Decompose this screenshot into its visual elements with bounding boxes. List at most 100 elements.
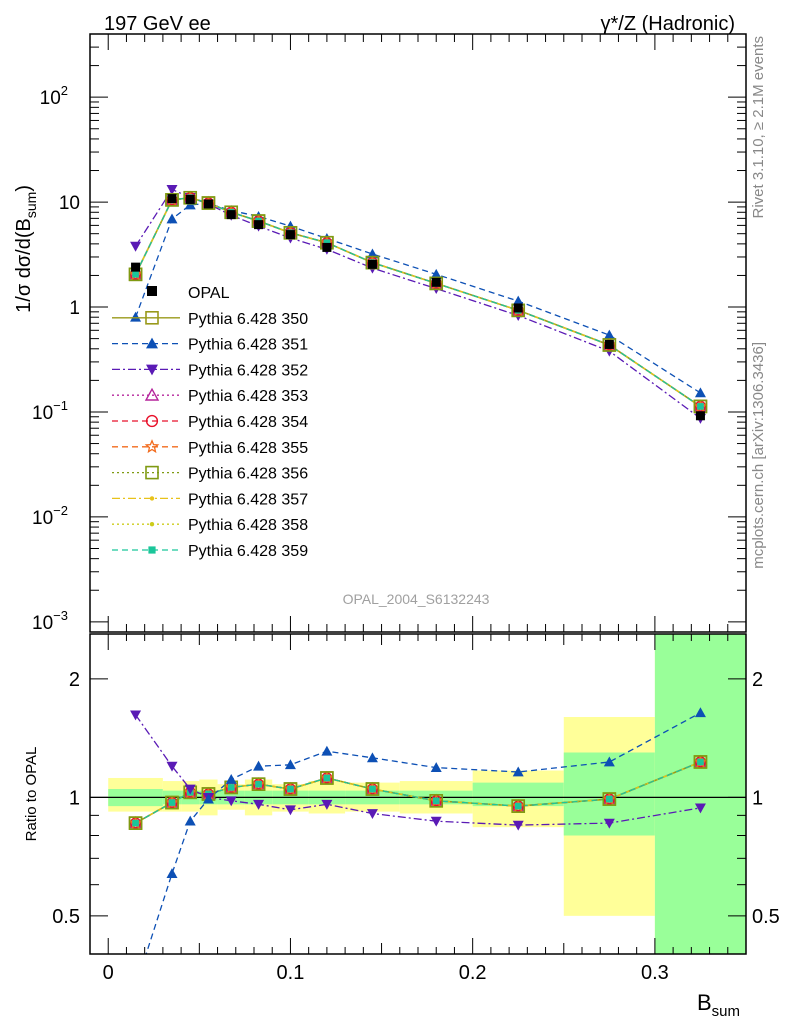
ratio-x-tick-label: 0.3	[641, 962, 669, 984]
main-y-axis-label: 1/σ dσ/d(Bsum)	[13, 185, 39, 313]
legend-label-9: Pythia 6.428 359	[188, 543, 308, 560]
legend-label-opal: OPAL	[188, 285, 230, 302]
ratio-point-1	[284, 759, 296, 770]
legend-label-1: Pythia 6.428 351	[188, 337, 308, 354]
ratio-point-1	[512, 766, 524, 777]
legend-marker-2	[146, 364, 158, 376]
main-y-tick-label: 10−1	[32, 398, 68, 424]
main-y-tick-label-base: 10	[59, 193, 80, 214]
band-stat-12	[654, 634, 746, 954]
series-point-6	[602, 338, 617, 352]
main-y-axis-label-sub: sum	[23, 192, 39, 218]
ratio-y-tick-label-right: 0.5	[752, 906, 780, 928]
legend-marker-1	[146, 337, 158, 349]
main-y-axis-label-main: 1/σ dσ/d(B	[13, 218, 35, 313]
data-point	[203, 199, 213, 209]
ratio-y-tick-label-right: 1	[752, 787, 763, 809]
ratio-point-6	[165, 795, 179, 810]
main-y-tick-label: 10−3	[32, 608, 68, 634]
series-point-1	[694, 387, 706, 398]
ratio-point-1	[694, 707, 706, 718]
ratio-point-2	[694, 803, 706, 814]
ratio-x-axis-label-main: B	[697, 990, 712, 1015]
rivet-label: Rivet 3.1.10, ≥ 2.1M events	[750, 36, 767, 219]
legend-label-4: Pythia 6.428 354	[188, 414, 308, 431]
ratio-point-9	[514, 802, 522, 810]
ratio-point-6	[251, 777, 266, 791]
series-point-2	[166, 185, 178, 195]
main-y-tick-label-exp: −3	[53, 608, 68, 623]
main-y-tick-label-base: 10	[32, 403, 53, 424]
ratio-point-2	[253, 799, 265, 810]
series-point-9	[132, 271, 139, 278]
legend-marker-opal	[147, 286, 157, 296]
ratio-point-1	[430, 762, 442, 773]
ratio-series-layer	[90, 707, 746, 954]
ratio-x-tick-label: 0	[103, 962, 114, 984]
ratio-point-2	[321, 799, 333, 810]
main-watermark: OPAL_2004_S6132243	[343, 591, 490, 607]
main-y-tick-label: 10−2	[32, 503, 68, 529]
ratio-point-1	[603, 756, 615, 767]
ratio-point-1	[166, 868, 178, 879]
ratio-point-6	[320, 771, 334, 785]
main-y-tick-label-base: 1	[69, 298, 80, 319]
ratio-point-9	[168, 799, 176, 806]
legend-marker-7	[149, 496, 155, 501]
ratio-point-9	[287, 785, 294, 793]
ratio-point-9	[132, 819, 139, 827]
ratio-point-6	[511, 799, 526, 813]
ratio-point-1	[225, 774, 237, 784]
band-stat-10	[472, 782, 564, 807]
ratio-panel: 0.5 0.5 1 1 2 2 0 0.1 0.2 0.3 Ratio to OPAL Bsum	[23, 633, 780, 1020]
ratio-point-6	[128, 816, 143, 830]
series-point-1	[603, 329, 615, 340]
mcplots-label: mcplots.cern.ch [arXiv:1306.3436]	[750, 342, 767, 569]
ratio-point-2	[430, 816, 442, 827]
ratio-x-tick-label: 0.1	[277, 962, 305, 984]
ratio-ticks: 0.5 0.5 1 1 2 2 0 0.1 0.2 0.3	[52, 634, 780, 984]
data-point	[131, 262, 141, 272]
ratio-point-6	[365, 782, 380, 796]
data-point	[167, 194, 177, 204]
main-y-tick-label-exp: −1	[53, 398, 68, 413]
main-y-tick-label: 102	[40, 83, 68, 109]
ratio-point-9	[606, 795, 613, 803]
ratio-point-6	[602, 792, 617, 806]
series-point-1	[166, 213, 178, 224]
data-point	[431, 277, 441, 287]
ratio-y-tick-label-left: 2	[69, 669, 80, 691]
data-point	[513, 303, 523, 313]
legend-marker-0	[145, 310, 159, 325]
main-y-tick-label-base: 10	[40, 88, 61, 109]
main-y-tick-label-exp: 2	[61, 83, 68, 98]
series-point-6	[429, 276, 444, 291]
main-y-tick-label-base: 10	[32, 508, 53, 529]
ratio-point-2	[603, 818, 615, 829]
ratio-point-2	[512, 820, 524, 831]
series-point-2	[130, 241, 142, 252]
series-point-9	[697, 403, 704, 410]
legend-label-3: Pythia 6.428 353	[188, 388, 308, 405]
series-point-1	[430, 268, 442, 279]
ratio-x-tick-label: 0.2	[459, 962, 487, 984]
legend-marker-6	[145, 465, 159, 480]
main-y-tick-label: 1	[69, 298, 80, 319]
series-point-6	[201, 196, 216, 210]
main-y-tick-label-exp: −2	[53, 503, 68, 518]
ratio-point-2	[166, 761, 178, 772]
ratio-point-6	[429, 794, 444, 808]
ratio-point-9	[255, 780, 262, 788]
legend-marker-3	[144, 387, 160, 401]
series-point-6	[165, 193, 179, 207]
ratio-y-tick-label-left: 0.5	[52, 906, 80, 928]
ratio-series-clip	[128, 707, 708, 954]
ratio-point-2	[366, 809, 378, 819]
series-point-1	[512, 295, 524, 306]
data-point	[254, 220, 264, 230]
ratio-y-tick-label-left: 1	[69, 787, 80, 809]
legend-marker-9	[148, 546, 156, 554]
main-y-tick-label: 10	[59, 193, 80, 214]
legend-marker-8	[149, 522, 155, 527]
